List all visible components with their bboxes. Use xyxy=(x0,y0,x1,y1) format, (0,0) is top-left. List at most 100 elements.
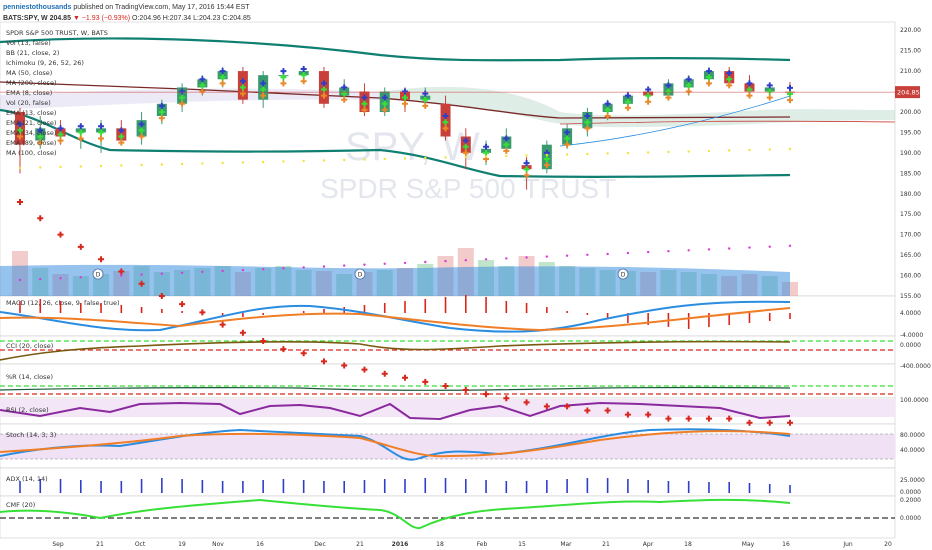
ma100-dot xyxy=(525,154,528,157)
ema-marker xyxy=(685,88,692,95)
ema-marker xyxy=(239,84,246,91)
ma-dot xyxy=(160,272,164,275)
rsi-line xyxy=(0,401,791,421)
ma100-dot xyxy=(180,162,184,166)
ema-marker xyxy=(381,94,388,101)
ma200-marker xyxy=(523,399,530,406)
x-axis-label: Feb xyxy=(477,541,488,548)
ema-marker xyxy=(199,88,206,95)
ema-marker xyxy=(624,104,631,111)
ema-marker xyxy=(361,94,368,101)
ema-marker xyxy=(320,92,327,99)
ema-marker xyxy=(381,106,388,113)
stoch-k-line xyxy=(0,428,791,461)
ema-marker xyxy=(584,125,591,132)
cmf-title: CMF (20) xyxy=(6,501,35,509)
ma100-dot xyxy=(282,160,285,163)
ema-marker xyxy=(118,133,125,140)
ma100-dot xyxy=(728,149,731,152)
ma-dot xyxy=(505,257,508,260)
indicator-label: EMA (21, close) xyxy=(6,119,56,127)
price-tick-label: 175.00 xyxy=(900,211,921,218)
ma100-dot xyxy=(707,149,711,153)
ma100-dot xyxy=(646,151,650,154)
kijun-line xyxy=(559,120,896,125)
ema-marker xyxy=(442,125,449,132)
ema-marker xyxy=(37,127,44,134)
ema-marker xyxy=(523,172,530,179)
ma-dot xyxy=(201,270,204,274)
ema-marker xyxy=(604,106,611,113)
ema-marker xyxy=(442,113,449,120)
ma200-marker xyxy=(57,231,64,238)
cci-title: CCI (20, close) xyxy=(6,342,53,350)
ma100-dot xyxy=(464,155,467,159)
price-tick-label: 210.00 xyxy=(900,68,921,75)
x-axis-label: May xyxy=(742,541,755,548)
ma200-marker xyxy=(320,358,327,365)
ema-marker xyxy=(483,149,490,156)
ema-marker xyxy=(260,92,267,99)
ma-dot xyxy=(120,274,123,277)
ma200-marker xyxy=(402,374,408,381)
x-axis-label: Nov xyxy=(212,541,224,548)
ema-marker xyxy=(422,96,429,103)
macd-tick: -4.0000 xyxy=(900,332,923,339)
ma200-marker xyxy=(381,370,388,377)
adx-tick: 0.0000 xyxy=(900,489,921,496)
axes: 220.00 215.00 210.00 200.00 195.00 190.00 185.… xyxy=(52,27,921,548)
ema-marker xyxy=(685,76,692,83)
ma100-dot xyxy=(363,158,366,161)
ema-marker xyxy=(726,82,733,89)
ma100-dot xyxy=(403,157,407,160)
ema-marker xyxy=(361,106,368,113)
ma-dot xyxy=(444,259,447,263)
ema-marker xyxy=(17,127,23,134)
ema-marker xyxy=(37,133,44,140)
ma-dot xyxy=(39,277,42,281)
ema-marker xyxy=(77,129,84,136)
author-link[interactable]: penniestothousands xyxy=(3,4,72,11)
ma-dot xyxy=(403,261,407,265)
ma100-dot xyxy=(241,161,245,164)
ma-dot xyxy=(525,256,528,259)
ma100-dot xyxy=(484,155,488,158)
ema-marker xyxy=(17,133,23,140)
wr-line xyxy=(0,386,791,391)
ma200-marker xyxy=(746,419,753,426)
ema-marker xyxy=(138,121,145,128)
ema-marker xyxy=(219,80,226,87)
ma200-marker xyxy=(665,415,672,422)
indicator-label: Ichimoku (9, 26, 52, 26) xyxy=(6,59,84,67)
price-tick-label: 215.00 xyxy=(900,48,921,55)
ma-dot xyxy=(221,269,224,273)
ma-dot xyxy=(140,273,143,276)
ma-dot xyxy=(261,268,265,271)
ema-marker xyxy=(584,113,591,120)
ma200-marker xyxy=(260,337,267,344)
ema-marker xyxy=(118,127,125,134)
indicator-label: EMA (13, close) xyxy=(6,109,56,117)
ma-dot xyxy=(667,250,670,253)
ma-dot xyxy=(464,259,467,262)
ema-marker xyxy=(17,121,23,128)
ma200-marker xyxy=(422,378,429,385)
stoch-title: Stoch (14, 3, 3) xyxy=(6,431,56,439)
ema-marker xyxy=(341,90,348,97)
ema-marker xyxy=(199,82,206,89)
ma200-marker xyxy=(645,411,652,418)
ma-dot xyxy=(343,264,346,267)
ema-marker xyxy=(219,68,226,75)
x-axis-label: 18 xyxy=(684,541,692,548)
ema-marker xyxy=(280,80,287,87)
ma100-dot xyxy=(606,152,609,155)
ma-dot xyxy=(728,247,731,250)
ema-marker xyxy=(239,90,246,97)
x-axis-label: Oct xyxy=(135,541,146,548)
stoch-tick: 80.0000 xyxy=(900,432,925,439)
ema-marker xyxy=(705,74,712,81)
price-tick-label: 185.00 xyxy=(900,170,921,177)
ma100-dot xyxy=(302,159,305,163)
ema-marker xyxy=(98,129,105,136)
